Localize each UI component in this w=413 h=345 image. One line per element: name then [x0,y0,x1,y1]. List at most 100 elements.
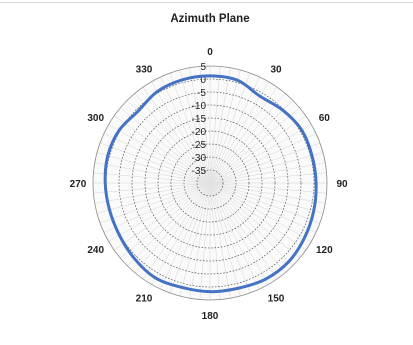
radial-grid-line [209,100,293,184]
radial-grid-line [179,182,211,297]
radial-grid-line [209,107,300,184]
grid-ring [118,91,302,275]
radial-grid-line [209,93,286,184]
radial-grid-line [151,182,211,285]
radial-grid-line [209,142,321,184]
radial-grid-line [108,182,211,242]
grid-ring [157,130,263,236]
radial-grid-line [209,76,260,184]
radial-grid-line [209,182,231,299]
radial-grid-line [160,182,211,290]
radial-grid-line [209,124,312,184]
radial-tick-label: -30 [192,153,207,164]
radial-grid-line [209,182,293,266]
radial-grid-line [99,142,211,184]
radial-grid-line [151,81,211,184]
radial-grid-line [142,182,211,279]
angle-tick-label: 240 [87,245,104,256]
angle-tick-label: 60 [319,113,331,124]
grid-ring [131,104,289,262]
radial-tick-label: -10 [192,101,207,112]
radial-grid-line [209,182,300,259]
radial-grid-line [127,182,211,266]
angle-tick-label: 300 [87,113,104,124]
radial-grid-line [209,182,324,214]
radial-grid-line [209,182,306,251]
series-group [103,74,318,294]
radial-grid-line [209,67,231,184]
radial-grid-line [209,133,317,184]
chart-title: Azimuth Plane [170,13,249,25]
grid-ring [105,78,315,288]
radial-grid-line [189,182,211,299]
radial-grid-line [209,182,321,224]
grid-ring [144,117,276,249]
radial-grid-line [199,66,211,184]
radial-grid-line [96,152,211,184]
polar-grid [92,65,328,301]
radial-grid-line [209,182,286,273]
radial-grid-line [209,182,278,279]
radial-grid-line [134,182,211,273]
radial-grid-line [120,107,211,184]
radial-grid-line [209,172,327,184]
radial-grid-line [179,69,211,184]
radial-tick-label: 0 [200,75,206,86]
grid-ring [170,143,250,223]
radial-grid-line [142,87,211,184]
radial-grid-line [94,162,211,184]
radial-grid-line [169,72,211,184]
radial-grid-line [96,182,211,214]
grid-ring [196,169,224,197]
radial-tick-label: -5 [197,88,206,99]
radial-grid-line [209,182,269,285]
radial-grid-line [209,152,324,184]
inner-disc-overlay [200,173,220,193]
radial-grid-line [209,182,251,294]
radial-grid-line [93,182,211,194]
radial-grid-line [103,133,211,184]
radial-grid-line [209,87,278,184]
radial-grid-line [127,100,211,184]
radial-grid-line [209,182,241,297]
radial-grid-line [209,182,260,290]
radial-tick-label: 5 [200,62,206,73]
radial-grid-line [209,72,251,184]
radial-grid-line [134,93,211,184]
radial-grid-line [209,182,312,242]
grid-ring [183,156,237,210]
angle-tick-label: 180 [202,311,219,322]
radial-grid-line [209,182,327,194]
angle-tick-label: 270 [70,179,87,190]
angle-tick-label: 210 [136,293,153,304]
angle-tick-label: 90 [336,179,348,190]
radial-grid-line [120,182,211,259]
radial-grid-line [160,76,211,184]
radial-grid-line [209,115,306,184]
radial-grid-line [189,67,211,184]
radial-grid-line [114,115,211,184]
radial-grid-line [93,172,211,184]
radial-grid-line [209,182,317,233]
angle-tick-label: 330 [136,65,153,76]
top-divider [0,2,413,3]
radial-grid-line [209,182,326,204]
angle-tick-label: 30 [270,65,282,76]
radial-tick-labels: 5 0 -5 -10 -15 -20 -25 -30 -35 [192,62,207,177]
radial-tick-label: -25 [192,140,207,151]
radial-grid-line [103,182,211,233]
radial-grid-line [209,182,221,300]
outer-ring [92,65,328,301]
radial-grid-line [94,182,211,204]
radial-tick-label: -15 [192,114,207,125]
radial-grid-line [209,162,326,184]
angle-tick-label: 0 [207,47,213,58]
radial-grid-line [209,66,221,184]
radial-grid-line [108,124,211,184]
radial-tick-label: -35 [192,166,207,177]
radial-grid-line [199,182,211,300]
angle-tick-label: 120 [316,245,333,256]
angle-tick-label: 150 [268,293,285,304]
radial-grid-line [209,81,269,184]
